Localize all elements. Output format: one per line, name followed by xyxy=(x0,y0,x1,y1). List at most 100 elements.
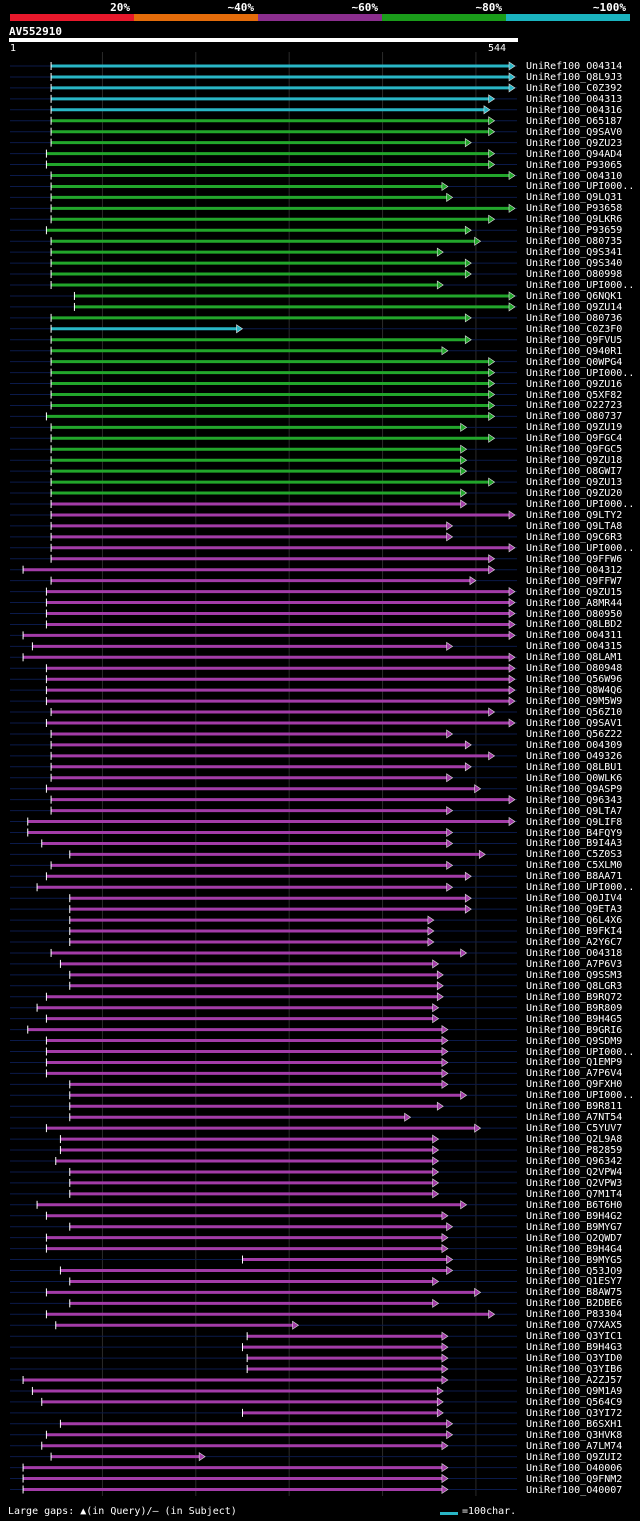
hit-name[interactable]: UniRef100_Q8L9J3 xyxy=(526,71,623,83)
hit-name[interactable]: UniRef100_Q9LIF8 xyxy=(526,816,623,828)
hit-name[interactable]: UniRef100_O8GWI7 xyxy=(526,466,623,478)
hit-name[interactable]: UniRef100_A2Y6C7 xyxy=(526,937,623,948)
hit-name[interactable]: UniRef100_Q9LQ31 xyxy=(526,192,623,204)
hit-name[interactable]: UniRef100_B8AW75 xyxy=(526,1287,623,1299)
hit-name[interactable]: UniRef100_O04310 xyxy=(526,170,623,182)
hit-name[interactable]: UniRef100_Q7M1T4 xyxy=(526,1188,623,1200)
hit-name[interactable]: UniRef100_P93658 xyxy=(526,203,623,215)
hit-name[interactable]: UniRef100_Q2L9A8 xyxy=(526,1134,623,1146)
hit-name[interactable]: UniRef100_Q94AD4 xyxy=(526,148,623,160)
hit-name[interactable]: UniRef100_Q9ZUI2 xyxy=(526,1451,623,1463)
hit-name[interactable]: UniRef100_Q9ZU19 xyxy=(526,422,623,434)
hit-name[interactable]: UniRef100_UPI000.. xyxy=(526,499,635,510)
hit-name[interactable]: UniRef100_Q9FGC4 xyxy=(526,433,623,445)
hit-name[interactable]: UniRef100_Q9LTA8 xyxy=(526,520,623,532)
hit-name[interactable]: UniRef100_Q8LAM1 xyxy=(526,652,623,664)
hit-name[interactable]: UniRef100_Q1ESY7 xyxy=(526,1276,623,1288)
hit-name[interactable]: UniRef100_Q9FFW7 xyxy=(526,575,623,587)
hit-name[interactable]: UniRef100_UPI000.. xyxy=(526,367,635,379)
hit-name[interactable]: UniRef100_Q9LTY2 xyxy=(526,509,623,521)
hit-name[interactable]: UniRef100_UPI000.. xyxy=(526,181,635,193)
hit-name[interactable]: UniRef100_O65187 xyxy=(526,115,623,127)
hit-name[interactable]: UniRef100_Q6L4X6 xyxy=(526,915,623,927)
hit-name[interactable]: UniRef100_C5YUV7 xyxy=(526,1123,623,1135)
hit-name[interactable]: UniRef100_Q9FVU5 xyxy=(526,334,623,346)
hit-name[interactable]: UniRef100_O80736 xyxy=(526,312,623,324)
hit-name[interactable]: UniRef100_Q9M1A9 xyxy=(526,1385,623,1397)
hit-name[interactable]: UniRef100_Q9SSM3 xyxy=(526,969,623,981)
hit-name[interactable]: UniRef100_A7NT54 xyxy=(526,1112,623,1124)
hit-name[interactable]: UniRef100_A7P6V4 xyxy=(526,1068,623,1080)
hit-name[interactable]: UniRef100_Q3YIB6 xyxy=(526,1364,623,1376)
hit-name[interactable]: UniRef100_O80737 xyxy=(526,411,623,423)
hit-name[interactable]: UniRef100_O04313 xyxy=(526,93,623,105)
hit-name[interactable]: UniRef100_B9H4G5 xyxy=(526,1013,623,1025)
hit-name[interactable]: UniRef100_Q2VPW3 xyxy=(526,1177,623,1189)
hit-name[interactable]: UniRef100_Q9ZU20 xyxy=(526,488,623,500)
hit-name[interactable]: UniRef100_B9MYG5 xyxy=(526,1254,623,1266)
hit-name[interactable]: UniRef100_B4FQY9 xyxy=(526,827,623,839)
hit-name[interactable]: UniRef100_Q2QWD7 xyxy=(526,1232,623,1244)
hit-name[interactable]: UniRef100_Q9FXH0 xyxy=(526,1079,623,1091)
hit-name[interactable]: UniRef100_O22723 xyxy=(526,400,623,412)
hit-name[interactable]: UniRef100_O80950 xyxy=(526,608,623,620)
hit-name[interactable]: UniRef100_Q3YI72 xyxy=(526,1407,623,1419)
hit-name[interactable]: UniRef100_Q53JO9 xyxy=(526,1265,623,1277)
hit-name[interactable]: UniRef100_O04314 xyxy=(526,61,623,72)
hit-name[interactable]: UniRef100_P82859 xyxy=(526,1145,623,1157)
hit-name[interactable]: UniRef100_B9H4G4 xyxy=(526,1243,623,1255)
hit-name[interactable]: UniRef100_Q3HVK8 xyxy=(526,1429,623,1441)
hit-name[interactable]: UniRef100_Q9FGC5 xyxy=(526,444,623,456)
hit-name[interactable]: UniRef100_Q96343 xyxy=(526,794,623,806)
hit-name[interactable]: UniRef100_Q9C6R3 xyxy=(526,531,623,543)
hit-name[interactable]: UniRef100_P93659 xyxy=(526,225,623,237)
hit-name[interactable]: UniRef100_A2ZJ57 xyxy=(526,1375,623,1386)
hit-name[interactable]: UniRef100_Q9SAV0 xyxy=(526,126,623,138)
hit-name[interactable]: UniRef100_Q9ZU16 xyxy=(526,378,623,390)
hit-name[interactable]: UniRef100_B9RQ72 xyxy=(526,991,623,1003)
hit-name[interactable]: UniRef100_Q9ZU23 xyxy=(526,137,623,149)
hit-name[interactable]: UniRef100_Q9FNM2 xyxy=(526,1473,623,1485)
hit-name[interactable]: UniRef100_O04309 xyxy=(526,739,623,751)
hit-name[interactable]: UniRef100_Q96342 xyxy=(526,1156,623,1167)
hit-name[interactable]: UniRef100_UPI000.. xyxy=(526,542,635,554)
hit-name[interactable]: UniRef100_Q8W4Q6 xyxy=(526,685,623,697)
hit-name[interactable]: UniRef100_B9R811 xyxy=(526,1101,623,1113)
hit-name[interactable]: UniRef100_UPI000.. xyxy=(526,280,635,291)
hit-name[interactable]: UniRef100_B9I4A3 xyxy=(526,838,623,850)
hit-name[interactable]: UniRef100_Q9ZU14 xyxy=(526,301,623,313)
hit-name[interactable]: UniRef100_O40007 xyxy=(526,1484,623,1496)
hit-name[interactable]: UniRef100_C5XLM0 xyxy=(526,860,623,872)
hit-name[interactable]: UniRef100_B9H4G3 xyxy=(526,1342,623,1354)
hit-name[interactable]: UniRef100_B6T6H0 xyxy=(526,1199,623,1211)
hit-name[interactable]: UniRef100_Q0WPG4 xyxy=(526,356,623,368)
hit-name[interactable]: UniRef100_Q0WLK6 xyxy=(526,772,623,784)
hit-name[interactable]: UniRef100_O80998 xyxy=(526,269,623,281)
hit-name[interactable]: UniRef100_A8MR44 xyxy=(526,597,623,609)
hit-name[interactable]: UniRef100_Q9S340 xyxy=(526,258,623,270)
hit-name[interactable]: UniRef100_O80948 xyxy=(526,663,623,675)
hit-name[interactable]: UniRef100_Q2VPW4 xyxy=(526,1166,623,1178)
hit-name[interactable]: UniRef100_Q8LBU1 xyxy=(526,761,623,773)
hit-name[interactable]: UniRef100_O49326 xyxy=(526,750,623,762)
hit-name[interactable]: UniRef100_B6SXH1 xyxy=(526,1418,623,1430)
hit-name[interactable]: UniRef100_Q9FFW6 xyxy=(526,553,623,565)
hit-name[interactable]: UniRef100_Q9ZU15 xyxy=(526,586,623,598)
hit-name[interactable]: UniRef100_C0Z392 xyxy=(526,82,623,94)
hit-name[interactable]: UniRef100_Q9LTA7 xyxy=(526,805,623,817)
hit-name[interactable]: UniRef100_B2DBE6 xyxy=(526,1298,623,1310)
hit-name[interactable]: UniRef100_B9MYG7 xyxy=(526,1221,623,1233)
hit-name[interactable]: UniRef100_O04311 xyxy=(526,630,623,642)
hit-name[interactable]: UniRef100_Q9ZU18 xyxy=(526,455,623,467)
hit-name[interactable]: UniRef100_O04318 xyxy=(526,947,623,959)
hit-name[interactable]: UniRef100_A7P6V3 xyxy=(526,958,623,970)
hit-name[interactable]: UniRef100_P83304 xyxy=(526,1309,623,1321)
hit-name[interactable]: UniRef100_B9FKI4 xyxy=(526,926,623,938)
hit-name[interactable]: UniRef100_UPI000.. xyxy=(526,1046,635,1058)
hit-name[interactable]: UniRef100_Q9SAV1 xyxy=(526,718,623,729)
hit-name[interactable]: UniRef100_Q3YID0 xyxy=(526,1353,623,1365)
hit-name[interactable]: UniRef100_UPI000.. xyxy=(526,882,635,894)
hit-name[interactable]: UniRef100_Q6NQK1 xyxy=(526,290,623,302)
hit-name[interactable]: UniRef100_Q0JIV4 xyxy=(526,893,623,905)
hit-name[interactable]: UniRef100_B9H4G2 xyxy=(526,1210,623,1222)
